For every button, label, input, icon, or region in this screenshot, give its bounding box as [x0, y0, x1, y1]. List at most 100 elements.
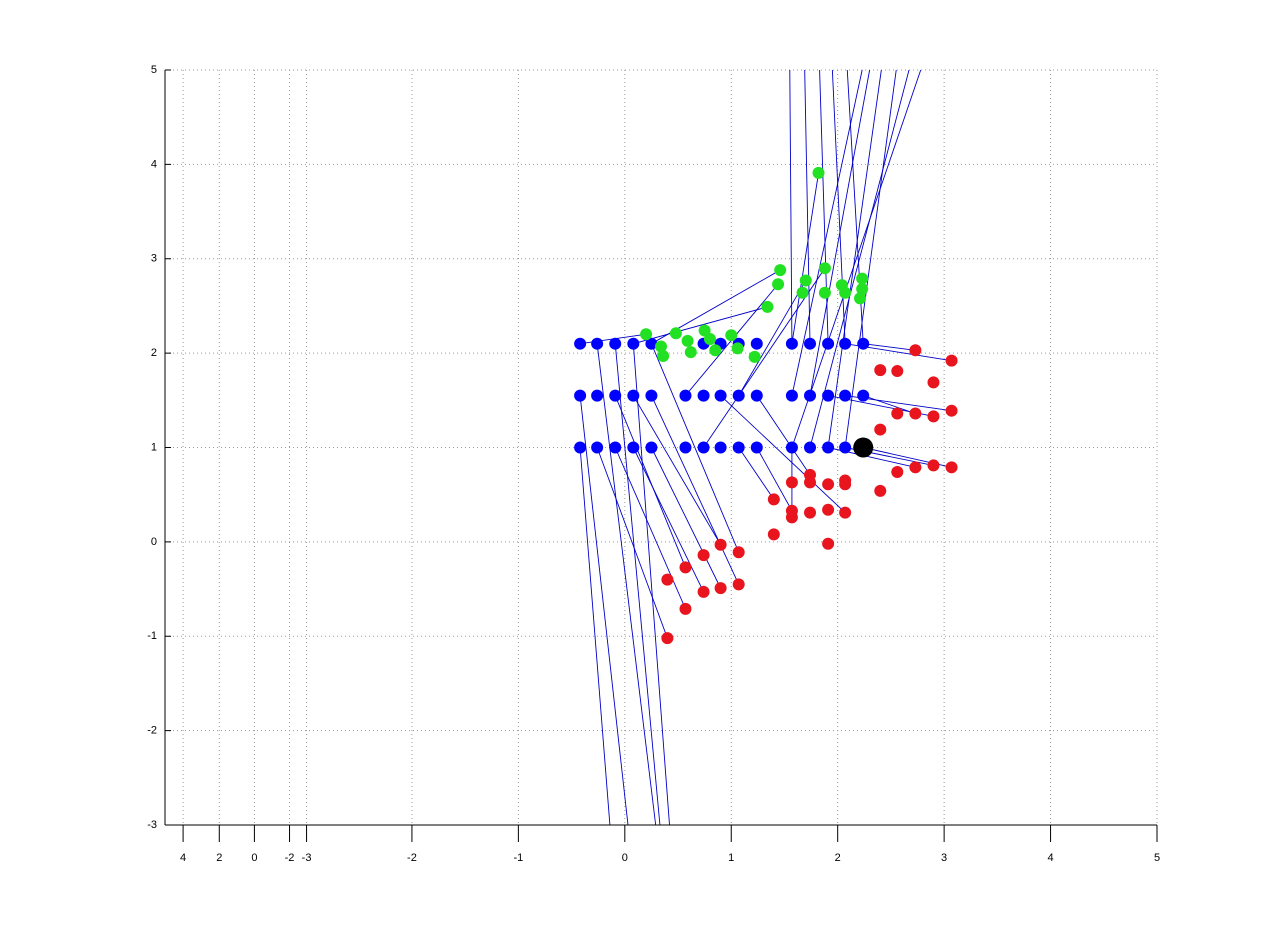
link [651, 395, 740, 585]
point [645, 441, 658, 454]
x-tick-label: -2 [407, 852, 417, 864]
point [750, 337, 763, 350]
point [767, 493, 780, 506]
point [731, 342, 744, 355]
point [839, 478, 852, 491]
point [661, 573, 674, 586]
point [927, 376, 940, 389]
point [839, 389, 852, 402]
point [574, 337, 587, 350]
point [679, 441, 692, 454]
point [857, 337, 870, 350]
point [609, 441, 622, 454]
point [725, 329, 738, 342]
point [661, 632, 674, 645]
point [799, 274, 812, 287]
link [809, 70, 910, 448]
point [681, 334, 694, 347]
point [574, 441, 587, 454]
x-tick-label: 0 [622, 852, 628, 864]
point [909, 461, 922, 474]
point [785, 441, 798, 454]
point [874, 364, 887, 377]
link [756, 395, 811, 476]
link [789, 70, 793, 344]
point [679, 602, 692, 615]
point [748, 350, 761, 363]
point [732, 546, 745, 559]
x-tick-label: 1 [728, 852, 734, 864]
point [703, 332, 716, 345]
point [854, 292, 867, 305]
link [579, 447, 611, 825]
link [632, 447, 704, 593]
point [684, 346, 697, 359]
point [945, 354, 958, 367]
point [627, 337, 640, 350]
point [927, 459, 940, 472]
point [822, 337, 835, 350]
y-tick-label: -1 [147, 630, 157, 642]
x-tick-label: -3 [302, 852, 312, 864]
point [804, 389, 817, 402]
point [761, 300, 774, 313]
link [844, 70, 897, 448]
y-tick-label: -3 [147, 819, 157, 831]
point [640, 328, 653, 341]
point [839, 337, 852, 350]
x-tick-label: 4 [1047, 852, 1053, 864]
link [579, 395, 629, 825]
point [856, 272, 869, 285]
link [756, 447, 793, 511]
point [732, 389, 745, 402]
point [772, 278, 785, 291]
point [856, 282, 869, 295]
link [614, 395, 686, 568]
point [750, 389, 763, 402]
x-tick-label: 2 [216, 852, 222, 864]
point [591, 337, 604, 350]
point [679, 389, 692, 402]
y-tick-label: 4 [151, 158, 157, 170]
y-tick-label: 5 [151, 64, 157, 76]
link [596, 447, 668, 639]
point [627, 389, 640, 402]
link [804, 70, 811, 344]
point [822, 441, 835, 454]
point [822, 503, 835, 516]
x-tick-label: 0 [251, 852, 257, 864]
point [822, 389, 835, 402]
link [791, 70, 863, 396]
point [804, 506, 817, 519]
y-tick-label: -2 [147, 725, 157, 737]
link [809, 70, 871, 396]
point [891, 407, 904, 420]
point [853, 437, 874, 458]
point [609, 337, 622, 350]
link [863, 343, 916, 351]
point [679, 561, 692, 574]
point [750, 441, 763, 454]
point [804, 476, 817, 489]
axes: -3 -2 -1 0 1 2 3 4 5 4 2 0 -2 -3 -2 -1 0 1 2 3 4 5 [147, 64, 1160, 864]
point [655, 340, 667, 353]
link [596, 343, 657, 825]
point [785, 476, 798, 489]
point [839, 506, 852, 519]
link [633, 306, 768, 345]
point [714, 582, 727, 595]
y-tick-label: 2 [151, 347, 157, 359]
x-tick-label: -1 [513, 852, 523, 864]
point [574, 389, 587, 402]
y-tick-label: 1 [151, 441, 157, 453]
point [645, 337, 658, 350]
point [709, 344, 722, 357]
x-tick-label: 2 [835, 852, 841, 864]
point [591, 389, 604, 402]
point [927, 410, 940, 423]
point [785, 337, 798, 350]
point [732, 578, 745, 591]
y-tick-label: 3 [151, 253, 157, 265]
point [785, 389, 798, 402]
